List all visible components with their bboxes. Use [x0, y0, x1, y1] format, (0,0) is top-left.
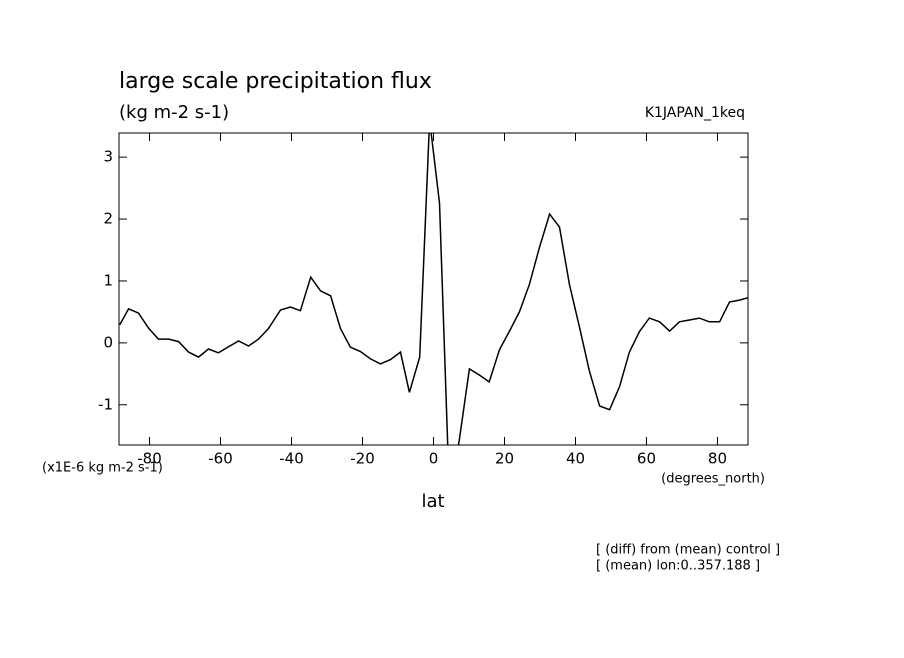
x-tick-label: 40 [566, 450, 585, 468]
y-units: (x1E-6 kg m-2 s-1) [42, 461, 163, 476]
data-line [119, 133, 748, 445]
x-tick-label: -60 [208, 450, 233, 468]
chart-subtitle: (kg m-2 s-1) [119, 102, 229, 123]
x-axis-label: lat [421, 491, 444, 512]
y-tick-label: 0 [103, 333, 113, 351]
x-tick-label: -40 [279, 450, 304, 468]
x-units: (degrees_north) [661, 472, 765, 487]
y-tick-label: 1 [103, 271, 113, 289]
x-tick-label: -20 [350, 450, 375, 468]
chart-title: large scale precipitation flux [119, 69, 432, 94]
y-tick-label: 3 [103, 148, 113, 166]
x-tick-label: 20 [495, 450, 514, 468]
x-tick-label: -80 [137, 450, 162, 468]
x-tick-label: 80 [708, 450, 727, 468]
x-tick-label: 60 [637, 450, 656, 468]
y-tick-label: -1 [98, 395, 113, 413]
run-label: K1JAPAN_1keq [645, 105, 745, 121]
x-tick-label: 0 [429, 450, 439, 468]
note: [ (mean) lon:0..357.188 ] [596, 559, 760, 574]
plot-frame [118, 132, 749, 446]
note: [ (diff) from (mean) control ] [596, 543, 780, 558]
y-tick-label: 2 [103, 210, 113, 228]
